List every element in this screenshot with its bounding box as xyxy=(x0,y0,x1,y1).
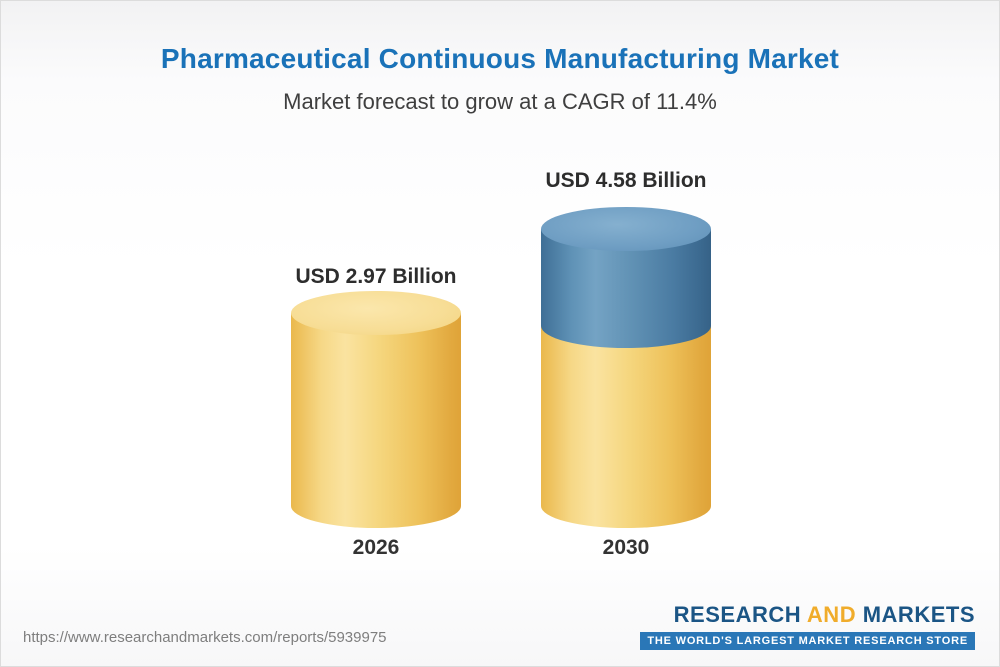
bar-2026-cylinder xyxy=(291,291,461,528)
x-axis-label-2030: 2030 xyxy=(602,536,650,559)
report-url-link[interactable]: https://www.researchandmarkets.com/repor… xyxy=(23,629,387,646)
bar-2026-top-cap xyxy=(291,291,461,335)
bar-value-label-2026: USD 2.97 Billion xyxy=(295,265,457,288)
chart-subtitle: Market forecast to grow at a CAGR of 11.… xyxy=(283,89,717,114)
x-axis-label-2026: 2026 xyxy=(352,536,400,559)
brand-word-markets: MARKETS xyxy=(862,602,975,627)
bar-value-label-2030: USD 4.58 Billion xyxy=(545,169,707,192)
bar-2030-blue-segment xyxy=(541,207,711,348)
bar-2030-gold-segment xyxy=(541,326,711,528)
brand-wordmark: RESEARCH AND MARKETS xyxy=(674,602,975,628)
bar-2030-gold-body xyxy=(541,326,711,528)
chart-title: Pharmaceutical Continuous Manufacturing … xyxy=(160,43,840,74)
brand-word-and: AND xyxy=(806,602,857,627)
bar-2026-body xyxy=(291,313,461,528)
research-and-markets-logo: RESEARCH AND MARKETS THE WORLD'S LARGEST… xyxy=(640,602,975,650)
brand-tagline: THE WORLD'S LARGEST MARKET RESEARCH STOR… xyxy=(640,632,975,650)
brand-word-research: RESEARCH xyxy=(673,602,802,627)
bar-2030-top-cap xyxy=(541,207,711,251)
